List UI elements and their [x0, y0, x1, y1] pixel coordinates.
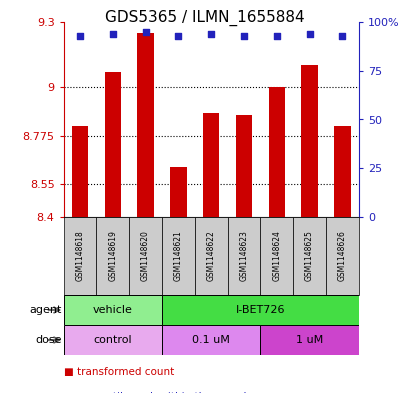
Text: GSM1148626: GSM1148626	[337, 231, 346, 281]
Point	[142, 29, 148, 35]
Point	[207, 31, 214, 37]
Bar	[104, 72, 121, 217]
Text: GSM1148622: GSM1148622	[206, 231, 215, 281]
Bar	[63, 217, 96, 295]
Text: GSM1148619: GSM1148619	[108, 231, 117, 281]
Bar	[333, 126, 350, 217]
Point	[76, 33, 83, 39]
Point	[306, 31, 312, 37]
Point	[273, 33, 279, 39]
Bar	[72, 126, 88, 217]
Text: agent: agent	[29, 305, 61, 315]
Point	[175, 33, 181, 39]
Text: I-BET726: I-BET726	[235, 305, 284, 315]
Text: GSM1148625: GSM1148625	[304, 231, 313, 281]
Text: GSM1148623: GSM1148623	[239, 231, 248, 281]
Text: ■ transformed count: ■ transformed count	[63, 367, 173, 377]
Point	[109, 31, 116, 37]
Text: ■ percentile rank within the sample: ■ percentile rank within the sample	[63, 392, 252, 393]
Bar	[292, 217, 325, 295]
Bar	[162, 217, 194, 295]
Bar	[170, 167, 186, 217]
Text: GSM1148620: GSM1148620	[141, 231, 150, 281]
Text: vehicle: vehicle	[92, 305, 133, 315]
Text: GSM1148618: GSM1148618	[75, 231, 84, 281]
Text: dose: dose	[35, 335, 61, 345]
Bar	[194, 217, 227, 295]
Bar	[260, 325, 358, 355]
Text: 1 uM: 1 uM	[295, 335, 322, 345]
Text: control: control	[93, 335, 132, 345]
Bar	[268, 87, 284, 217]
Text: GSM1148621: GSM1148621	[173, 231, 182, 281]
Bar	[162, 325, 260, 355]
Point	[338, 33, 345, 39]
Text: GDS5365 / ILMN_1655884: GDS5365 / ILMN_1655884	[105, 10, 304, 26]
Bar	[301, 65, 317, 217]
Bar	[260, 217, 292, 295]
Bar	[202, 113, 219, 217]
Bar	[129, 217, 162, 295]
Bar	[63, 325, 162, 355]
Bar	[137, 33, 153, 217]
Bar	[63, 295, 162, 325]
Point	[240, 33, 247, 39]
Text: GSM1148624: GSM1148624	[272, 231, 281, 281]
Bar	[162, 295, 358, 325]
Bar	[227, 217, 260, 295]
Text: 0.1 uM: 0.1 uM	[192, 335, 229, 345]
Bar	[235, 115, 252, 217]
Bar	[325, 217, 358, 295]
Bar	[96, 217, 129, 295]
